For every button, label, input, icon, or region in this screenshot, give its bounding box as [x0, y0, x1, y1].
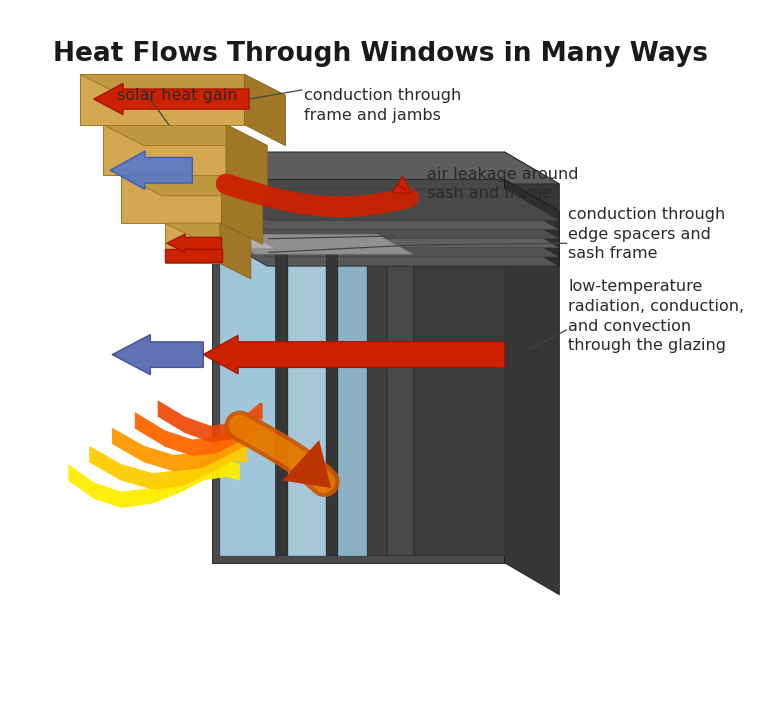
Polygon shape — [213, 179, 505, 234]
Polygon shape — [366, 234, 386, 555]
Polygon shape — [80, 74, 244, 125]
Text: Heat Flows Through Windows in Many Ways: Heat Flows Through Windows in Many Ways — [53, 40, 708, 66]
Text: air leakage around
sash and frame: air leakage around sash and frame — [427, 167, 578, 201]
Polygon shape — [157, 400, 263, 443]
Bar — [165, 249, 221, 261]
Polygon shape — [226, 125, 267, 196]
Polygon shape — [112, 427, 253, 471]
Polygon shape — [213, 206, 559, 239]
Polygon shape — [221, 175, 263, 244]
Polygon shape — [220, 234, 274, 555]
Polygon shape — [387, 234, 413, 555]
Polygon shape — [213, 152, 559, 184]
Polygon shape — [89, 446, 247, 490]
Polygon shape — [244, 74, 286, 146]
FancyArrow shape — [167, 234, 221, 253]
Polygon shape — [220, 234, 413, 254]
Polygon shape — [165, 223, 220, 264]
Polygon shape — [213, 198, 559, 230]
Polygon shape — [288, 234, 325, 555]
Polygon shape — [505, 152, 559, 595]
Polygon shape — [505, 179, 559, 266]
Text: low-temperature
radiation, conduction,
and convection
through the glazing: low-temperature radiation, conduction, a… — [568, 279, 744, 354]
Polygon shape — [213, 234, 559, 266]
Polygon shape — [213, 152, 505, 562]
Text: conduction through
edge spacers and
sash frame: conduction through edge spacers and sash… — [568, 206, 726, 261]
Polygon shape — [103, 125, 267, 146]
Polygon shape — [220, 223, 251, 279]
Polygon shape — [326, 234, 337, 555]
Text: conduction through
frame and jambs: conduction through frame and jambs — [303, 88, 461, 123]
Polygon shape — [283, 440, 331, 488]
Polygon shape — [165, 223, 251, 239]
Polygon shape — [68, 461, 240, 508]
FancyArrow shape — [204, 336, 505, 374]
FancyArrow shape — [94, 84, 249, 115]
Polygon shape — [213, 225, 559, 257]
FancyArrow shape — [111, 151, 192, 189]
Polygon shape — [121, 175, 221, 223]
Polygon shape — [135, 412, 258, 456]
Polygon shape — [213, 216, 559, 248]
Polygon shape — [414, 234, 505, 555]
FancyArrow shape — [392, 176, 412, 193]
FancyArrow shape — [112, 334, 204, 375]
Text: solar heat gain: solar heat gain — [117, 88, 237, 103]
Polygon shape — [103, 125, 226, 175]
Polygon shape — [121, 175, 263, 196]
Polygon shape — [276, 234, 287, 555]
Polygon shape — [213, 188, 559, 220]
Polygon shape — [339, 234, 366, 555]
Polygon shape — [80, 74, 286, 95]
Polygon shape — [220, 234, 276, 249]
